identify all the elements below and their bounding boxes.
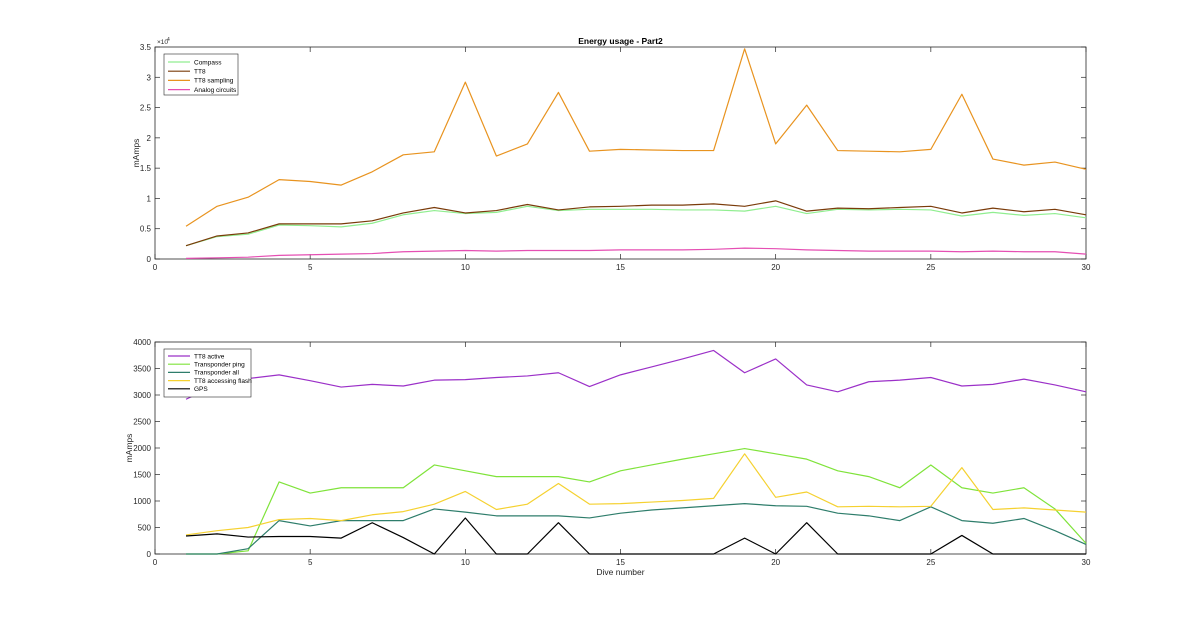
- bottom-x-axis-label: Dive number: [596, 567, 644, 577]
- series-line-transponder-all: [186, 503, 1087, 555]
- bottom-x-tick-label: 5: [308, 558, 313, 567]
- top-x-tick-label: 0: [153, 263, 158, 272]
- top-x-tick-label: 5: [308, 263, 313, 272]
- bottom-y-tick-label: 3000: [133, 391, 151, 400]
- series-line-transponder-ping: [186, 447, 1087, 555]
- legend-label-compass: Compass: [194, 59, 222, 66]
- top-chart-title: Energy usage - Part2: [578, 36, 663, 46]
- legend-label-tt8-accessing-flash: TT8 accessing flash: [194, 378, 252, 385]
- bottom-y-tick-label: 2500: [133, 418, 151, 427]
- bottom-y-ticks: 0 500 1000 1500 2000 2500 3000 3500 4000: [133, 338, 1086, 559]
- bottom-y-tick-label: 1500: [133, 471, 151, 480]
- top-y-tick-label: 2: [147, 134, 152, 143]
- legend-label-gps: GPS: [194, 386, 208, 393]
- series-line-gps: [185, 517, 1086, 555]
- top-y-axis-label: mAmps: [131, 139, 141, 168]
- legend-label-tt8: TT8: [194, 69, 206, 76]
- top-chart: Energy usage - Part2 0 5 10 15 20 25 30 0 0.5 1 1…: [131, 36, 1091, 272]
- bottom-x-tick-label: 20: [771, 558, 780, 567]
- bottom-plot-area: [154, 341, 1087, 555]
- legend-label-transponder-all: Transponder all: [194, 370, 239, 377]
- series-line-tt8-accessing-flash: [185, 453, 1087, 536]
- bottom-chart: 0 5 10 15 20 25 30 0 500 1000 1500 2000 2500 3000 350…: [124, 338, 1091, 577]
- bottom-x-tick-label: 10: [461, 558, 470, 567]
- top-x-tick-label: 30: [1082, 263, 1091, 272]
- bottom-series-lines: [185, 349, 1087, 555]
- top-y-exponent-power: 4: [167, 37, 170, 43]
- top-y-tick-label: 0.5: [140, 225, 152, 234]
- top-x-ticks: 0 5 10 15 20 25 30: [153, 47, 1091, 272]
- top-y-exponent-base: ×10: [157, 39, 168, 46]
- top-y-tick-label: 3.5: [140, 43, 152, 52]
- series-line-tt8-active: [185, 349, 1087, 400]
- series-line-compass: [185, 205, 1087, 247]
- bottom-y-tick-label: 500: [138, 524, 152, 533]
- top-y-tick-label: 1.5: [140, 164, 152, 173]
- series-line-analog-circuits: [186, 247, 1087, 259]
- bottom-y-tick-label: 2000: [133, 444, 151, 453]
- series-line-tt8: [185, 200, 1087, 247]
- top-y-tick-label: 2.5: [140, 104, 152, 113]
- legend-label-tt8-sampling: TT8 sampling: [194, 78, 234, 85]
- top-series-lines: [185, 48, 1087, 259]
- top-y-tick-label: 0: [147, 255, 152, 264]
- top-y-ticks: 0 0.5 1 1.5 2 2.5 3 3.5: [140, 43, 1086, 264]
- bottom-x-tick-label: 30: [1082, 558, 1091, 567]
- bottom-x-ticks: 0 5 10 15 20 25 30: [153, 342, 1091, 567]
- series-line-tt8-sampling: [185, 48, 1087, 227]
- top-y-tick-label: 1: [147, 194, 152, 203]
- bottom-x-tick-label: 15: [616, 558, 625, 567]
- bottom-y-tick-label: 0: [147, 550, 152, 559]
- top-legend-box: [163, 53, 239, 96]
- top-y-tick-label: 3: [147, 73, 152, 82]
- legend-label-tt8-active: TT8 active: [194, 353, 225, 360]
- top-plot-area: [154, 46, 1087, 260]
- bottom-y-tick-label: 1000: [133, 497, 151, 506]
- top-x-tick-label: 10: [461, 263, 470, 272]
- top-x-tick-label: 25: [926, 263, 935, 272]
- bottom-x-tick-label: 25: [926, 558, 935, 567]
- bottom-y-axis-label: mAmps: [124, 434, 134, 463]
- bottom-y-tick-label: 3500: [133, 365, 151, 374]
- bottom-x-tick-label: 0: [153, 558, 158, 567]
- legend-label-transponder-ping: Transponder ping: [194, 362, 245, 369]
- top-x-tick-label: 20: [771, 263, 780, 272]
- top-x-tick-label: 15: [616, 263, 625, 272]
- bottom-y-tick-label: 4000: [133, 338, 151, 347]
- top-legend: Compass TT8 TT8 sampling Analog circuits: [163, 53, 239, 96]
- legend-label-analog-circuits: Analog circuits: [194, 87, 237, 94]
